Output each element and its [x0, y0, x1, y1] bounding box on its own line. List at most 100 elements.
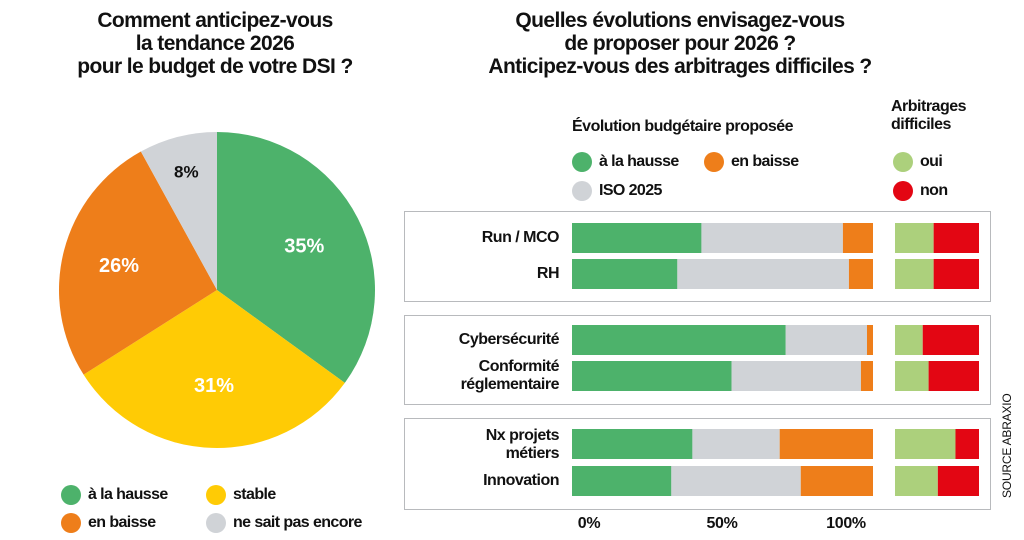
arbitrage-segment-oui	[895, 361, 929, 391]
row-label-nx-projets: Nx projets métiers	[485, 427, 560, 463]
bar-segment-hausse	[572, 361, 732, 391]
legend-label: en baisse	[731, 153, 799, 170]
bar-segment-baisse	[860, 361, 873, 391]
arbitrage-segment-non	[928, 361, 979, 391]
bar-segment-baisse	[779, 429, 873, 459]
legend-swatch-oui	[893, 152, 913, 172]
x-tick-100: 100%	[826, 515, 866, 532]
pie-title-line-2: la tendance 2026	[135, 32, 295, 55]
arbitrage-segment-oui	[895, 223, 934, 253]
bar-segment-hausse	[572, 223, 702, 253]
row-label-text: métiers	[505, 445, 560, 462]
legend-swatch-stable	[206, 485, 226, 505]
legend-swatch-hausse	[61, 485, 81, 505]
bar-title-line-2: de proposer pour 2026 ?	[564, 32, 796, 55]
row-label-innovation: Innovation	[483, 472, 559, 490]
row-label-text: RH	[536, 265, 560, 282]
legend-swatch-hausse	[572, 152, 592, 172]
x-tick-0: 0%	[577, 515, 601, 532]
pie-title-line-1: Comment anticipez-vous	[97, 9, 333, 32]
pie-title-line-3: pour le budget de votre DSI ?	[77, 55, 353, 78]
group-box-projets-innovation	[404, 418, 991, 510]
bar-legend-item-hausse: à la hausse	[572, 152, 679, 172]
legend-label: stable	[233, 486, 276, 503]
row-label-conformite: Conformité réglementaire	[460, 358, 560, 394]
bar-segment-baisse	[800, 466, 873, 496]
legend-label: à la hausse	[599, 153, 679, 170]
bar-legend-item-baisse: en baisse	[704, 152, 799, 172]
pie-chart-title: Comment anticipez-vous la tendance 2026 …	[30, 9, 400, 78]
pie-data-label-hausse: 35%	[284, 236, 324, 258]
bar-segment-baisse	[842, 223, 873, 253]
legend-label: ne sait pas encore	[233, 514, 362, 531]
legend-label: à la hausse	[88, 486, 168, 503]
pie-slice-hausse	[217, 132, 375, 383]
arbitrage-segment-oui	[895, 466, 938, 496]
legend-label: oui	[920, 153, 943, 170]
bar-segment-iso	[731, 361, 861, 391]
arbitrage-segment-non	[933, 223, 979, 253]
arbitrage-segment-non	[955, 429, 979, 459]
bar-segment-iso	[671, 466, 801, 496]
bar-legend-item-non: non	[893, 181, 948, 201]
group-box-securite-conformite	[404, 315, 991, 405]
arbitrage-subtitle-line-1: Arbitrages	[891, 98, 967, 115]
bar-segment-hausse	[572, 325, 786, 355]
pie-legend-item-stable: stable	[206, 485, 276, 505]
legend-label: ISO 2025	[599, 182, 662, 199]
pie-slice-baisse	[59, 151, 218, 375]
bar-chart-title: Quelles évolutions envisagez-vous de pro…	[430, 9, 930, 78]
bar-segment-baisse	[866, 325, 873, 355]
pie-slice-gris	[140, 132, 217, 290]
pie-legend-item-ne-sait-pas: ne sait pas encore	[206, 513, 362, 533]
row-label-text: réglementaire	[460, 376, 560, 393]
bar-segment-iso	[785, 325, 867, 355]
bar-segment-iso	[692, 429, 780, 459]
pie-data-label-baisse: 26%	[99, 255, 139, 277]
legend-swatch-baisse	[61, 513, 81, 533]
legend-swatch-non	[893, 181, 913, 201]
pie-data-label-stable: 31%	[194, 375, 234, 397]
legend-swatch-gris	[572, 181, 592, 201]
bar-segment-baisse	[848, 259, 873, 289]
budget-subtitle: Évolution budgétaire proposée	[572, 118, 794, 135]
row-label-text: Run / MCO	[481, 229, 560, 246]
row-label-run-mco: Run / MCO	[481, 229, 560, 247]
bar-legend-item-oui: oui	[893, 152, 943, 172]
pie-legend-item-hausse: à la hausse	[61, 485, 168, 505]
bar-segment-hausse	[572, 466, 672, 496]
bar-legend-item-iso: ISO 2025	[572, 181, 662, 201]
bar-segment-iso	[701, 223, 843, 253]
pie-data-label-gris: 8%	[174, 163, 199, 182]
arbitrage-segment-oui	[895, 259, 934, 289]
row-label-text: Conformité	[478, 358, 560, 375]
x-tick-50: 50%	[706, 515, 738, 532]
legend-swatch-gris	[206, 513, 226, 533]
pie-legend-item-baisse: en baisse	[61, 513, 156, 533]
row-label-text: Innovation	[483, 472, 559, 489]
legend-label: non	[920, 182, 948, 199]
row-label-rh: RH	[536, 265, 560, 283]
arbitrage-segment-oui	[895, 325, 923, 355]
legend-swatch-baisse	[704, 152, 724, 172]
arbitrage-segment-non	[933, 259, 979, 289]
arbitrage-segment-oui	[895, 429, 956, 459]
bar-segment-hausse	[572, 259, 678, 289]
arbitrage-segment-non	[937, 466, 979, 496]
bar-title-line-3: Anticipez-vous des arbitrages difficiles…	[488, 55, 872, 78]
bar-title-line-1: Quelles évolutions envisagez-vous	[515, 9, 845, 32]
row-label-text: Nx projets	[485, 427, 560, 444]
bar-segment-hausse	[572, 429, 693, 459]
row-label-cybersecurite: Cybersécurité	[458, 331, 560, 349]
pie-slice-stable	[83, 290, 345, 449]
arbitrage-segment-non	[922, 325, 979, 355]
source-credit: SOURCE ABRAXIO	[1000, 393, 1014, 498]
arbitrage-subtitle-line-2: difficiles	[891, 116, 951, 133]
arbitrage-subtitle: Arbitrages difficiles	[891, 98, 967, 134]
row-label-text: Cybersécurité	[458, 331, 560, 348]
bar-segment-iso	[677, 259, 849, 289]
group-box-operations	[404, 211, 991, 302]
legend-label: en baisse	[88, 514, 156, 531]
